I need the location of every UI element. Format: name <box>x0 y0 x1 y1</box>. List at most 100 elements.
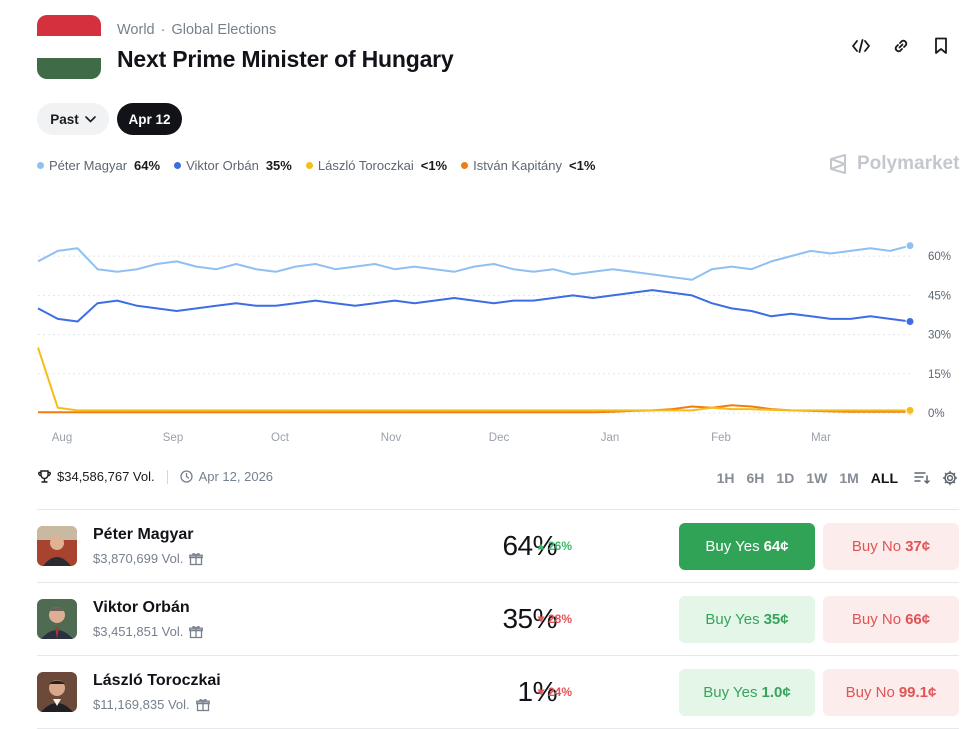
candidate-volume-text: $11,169,835 Vol. <box>93 697 190 712</box>
legend-dot-orban <box>174 162 182 169</box>
buy-yes-button[interactable]: Buy Yes 64¢ <box>679 523 815 570</box>
series-end-point <box>905 317 915 326</box>
buy-no-button[interactable]: Buy No 66¢ <box>823 596 959 643</box>
page-title: Next Prime Minister of Hungary <box>117 46 454 72</box>
brand-name: Polymarket <box>857 153 960 174</box>
legend-dot-magyar <box>37 162 44 169</box>
flag-stripe-white <box>37 36 101 58</box>
stats-divider <box>166 469 168 484</box>
series-line <box>37 244 911 281</box>
breadcrumb-global-elections[interactable]: Global Elections <box>171 22 277 38</box>
probability-change: 28% <box>537 612 572 626</box>
breadcrumb: World · Global Elections <box>117 22 276 38</box>
buy-yes-price: 64¢ <box>763 538 789 555</box>
buy-no-button[interactable]: Buy No 37¢ <box>823 523 959 570</box>
avatar <box>37 672 77 712</box>
hungary-flag <box>37 15 101 79</box>
legend-name: László Toroczkai <box>317 158 414 173</box>
bookmark-icon[interactable] <box>932 36 950 56</box>
gear-icon[interactable] <box>942 470 958 486</box>
triangle-down-icon <box>537 616 545 622</box>
buy-yes-label: Buy Yes <box>705 611 760 628</box>
outcome-probability: 1% <box>517 676 558 707</box>
legend-item-orban: Viktor Orbán 35% <box>174 158 292 173</box>
legend-name: István Kapitány <box>473 158 563 173</box>
legend-value: <1% <box>569 158 596 173</box>
y-tick-label: 60% <box>928 251 951 263</box>
gift-icon[interactable] <box>189 625 204 639</box>
legend-value: 35% <box>265 158 292 173</box>
market-stats: $34,586,767 Vol. Apr 12, 2026 <box>37 469 273 484</box>
avatar <box>37 599 77 639</box>
x-tick-label: Nov <box>381 432 402 444</box>
time-range-selector: 1H 6H 1D 1W 1M ALL <box>717 470 958 486</box>
candidate-name: Viktor Orbán <box>93 599 190 616</box>
past-dropdown[interactable]: Past <box>37 103 109 135</box>
triangle-down-icon <box>537 689 545 695</box>
x-tick-label: Mar <box>811 432 831 444</box>
candidate-volume-text: $3,870,699 Vol. <box>93 551 184 566</box>
buy-yes-button[interactable]: Buy Yes 1.0¢ <box>679 669 815 716</box>
series-line <box>37 347 910 412</box>
polymarket-watermark: Polymarket <box>828 153 959 175</box>
past-label: Past <box>50 111 79 127</box>
link-icon[interactable] <box>892 36 910 56</box>
buy-yes-price: 35¢ <box>763 611 789 628</box>
legend-value: <1% <box>420 158 448 173</box>
outcome-row-toroczkai[interactable]: László Toroczkai $11,169,835 Vol. 1% 24%… <box>37 656 959 729</box>
trophy-icon <box>38 470 51 483</box>
candidate-name: László Toroczkai <box>93 672 221 689</box>
gift-icon[interactable] <box>189 552 204 566</box>
breadcrumb-separator: · <box>160 22 166 38</box>
buy-yes-label: Buy Yes <box>703 684 758 701</box>
candidate-volume: $3,451,851 Vol. <box>93 624 204 639</box>
range-1w[interactable]: 1W <box>806 470 828 486</box>
total-volume: $34,586,767 Vol. <box>57 469 155 484</box>
embed-code-icon[interactable] <box>852 36 870 56</box>
date-pill-apr-12[interactable]: Apr 12 <box>117 103 182 135</box>
y-tick-label: 0% <box>928 408 945 420</box>
buy-no-button[interactable]: Buy No 99.1¢ <box>823 669 959 716</box>
outcome-probability: 64% <box>502 530 557 561</box>
legend-item-magyar: Péter Magyar 64% <box>37 158 160 173</box>
buy-yes-label: Buy Yes <box>705 538 760 555</box>
probability-change: 24% <box>537 685 572 699</box>
flag-stripe-red <box>37 15 101 37</box>
chevron-down-icon <box>84 115 96 123</box>
series-line <box>38 404 910 414</box>
end-date: Apr 12, 2026 <box>179 469 274 484</box>
buy-no-price: 66¢ <box>905 611 931 628</box>
avatar <box>37 526 77 566</box>
end-date-text: Apr 12, 2026 <box>198 469 274 484</box>
buy-no-price: 37¢ <box>905 538 931 555</box>
legend-name: Péter Magyar <box>49 158 128 173</box>
legend-item-kapitany: István Kapitány <1% <box>461 158 595 173</box>
polymarket-logo-icon <box>830 154 846 174</box>
range-6h[interactable]: 6H <box>746 470 765 486</box>
buy-yes-price: 1.0¢ <box>761 684 791 701</box>
gift-icon[interactable] <box>195 698 210 712</box>
buy-yes-button[interactable]: Buy Yes 35¢ <box>679 596 815 643</box>
header-actions <box>852 36 950 56</box>
outcome-row-orban[interactable]: Viktor Orbán $3,451,851 Vol. 35% 28% Buy… <box>37 583 959 656</box>
price-history-chart[interactable]: 60% 45% 30% 15% 0% Aug Sep Oct Nov Dec Jan Feb Mar <box>30 225 970 450</box>
breadcrumb-world[interactable]: World <box>117 22 155 38</box>
legend-value: 64% <box>134 158 161 173</box>
series-end-point <box>905 241 915 251</box>
clock-icon <box>179 470 193 483</box>
legend-name: Viktor Orbán <box>186 158 259 173</box>
range-1m[interactable]: 1M <box>839 470 859 486</box>
range-all[interactable]: ALL <box>870 470 898 486</box>
sort-list-icon[interactable] <box>914 471 930 485</box>
range-1h[interactable]: 1H <box>716 470 735 486</box>
candidate-volume: $3,870,699 Vol. <box>93 551 204 566</box>
range-1d[interactable]: 1D <box>776 470 795 486</box>
y-tick-label: 45% <box>928 290 951 302</box>
outcome-list: Péter Magyar $3,870,699 Vol. 64% 26% Buy… <box>37 509 959 729</box>
buy-no-label: Buy No <box>851 538 902 555</box>
outcome-row-magyar[interactable]: Péter Magyar $3,870,699 Vol. 64% 26% Buy… <box>37 510 959 583</box>
x-tick-label: Dec <box>489 432 510 444</box>
probability-change: 26% <box>537 539 572 553</box>
x-tick-label: Feb <box>711 432 731 444</box>
series-line <box>37 289 911 323</box>
